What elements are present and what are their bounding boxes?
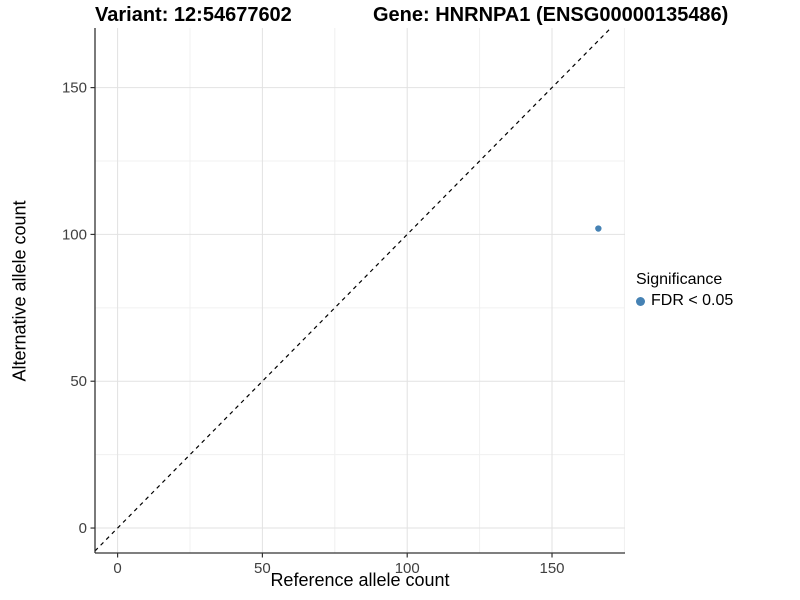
- x-tick-label: 150: [540, 560, 565, 577]
- y-tick-label: 100: [62, 226, 87, 243]
- x-tick-label: 100: [395, 560, 420, 577]
- point-marker-icon: [636, 296, 645, 306]
- data-point: [595, 225, 602, 232]
- legend-item-label: FDR < 0.05: [651, 292, 734, 309]
- plot-title-variant: Variant: 12:54677602: [95, 4, 292, 26]
- identity-line: [94, 27, 612, 552]
- plot-title-gene: Gene: HNRNPA1 (ENSG00000135486): [373, 4, 729, 26]
- y-axis-label: Alternative allele count: [9, 200, 30, 382]
- x-tick-label: 50: [254, 560, 271, 577]
- y-tick-label: 50: [70, 373, 87, 390]
- y-tick-label: 0: [79, 520, 87, 537]
- x-tick-label: 0: [113, 560, 121, 577]
- y-tick-label: 150: [62, 80, 87, 97]
- x-axis-label: Reference allele count: [270, 570, 450, 590]
- legend-item: FDR < 0.05: [636, 292, 733, 310]
- legend-title: Significance: [636, 271, 723, 288]
- legend: Significance FDR < 0.05: [636, 271, 733, 310]
